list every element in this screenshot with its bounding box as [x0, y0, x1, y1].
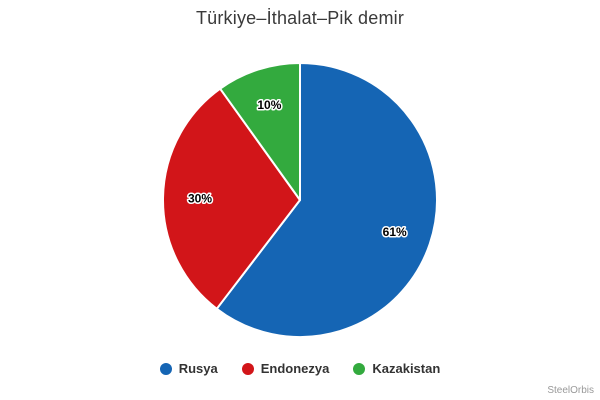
chart-title: Türkiye–İthalat–Pik demir: [195, 8, 405, 28]
legend-marker-circle: [159, 362, 172, 375]
pie-slice-endonezya[interactable]: [162, 87, 301, 310]
pie-data-label: 30%: [188, 191, 212, 205]
legend-label: Endonezya: [260, 361, 330, 376]
pie-slice-rusya[interactable]: [215, 62, 438, 338]
legend-label: Rusya: [178, 361, 218, 376]
legend-item-kazakistan[interactable]: Kazakistan: [353, 361, 440, 376]
legend-marker-circle: [353, 362, 366, 375]
pie-slice-kazakistan[interactable]: [219, 62, 301, 201]
credits-label[interactable]: SteelOrbis: [547, 385, 594, 396]
legend-item-rusya[interactable]: Rusya: [159, 361, 218, 376]
legend: Rusya Endonezya Kazakistan: [0, 361, 600, 376]
legend-label: Kazakistan: [372, 361, 441, 376]
pie-data-label: 61%: [383, 225, 407, 239]
legend-marker-circle: [241, 362, 254, 375]
legend-item-endonezya[interactable]: Endonezya: [241, 361, 330, 376]
pie-data-label: 10%: [257, 98, 281, 112]
